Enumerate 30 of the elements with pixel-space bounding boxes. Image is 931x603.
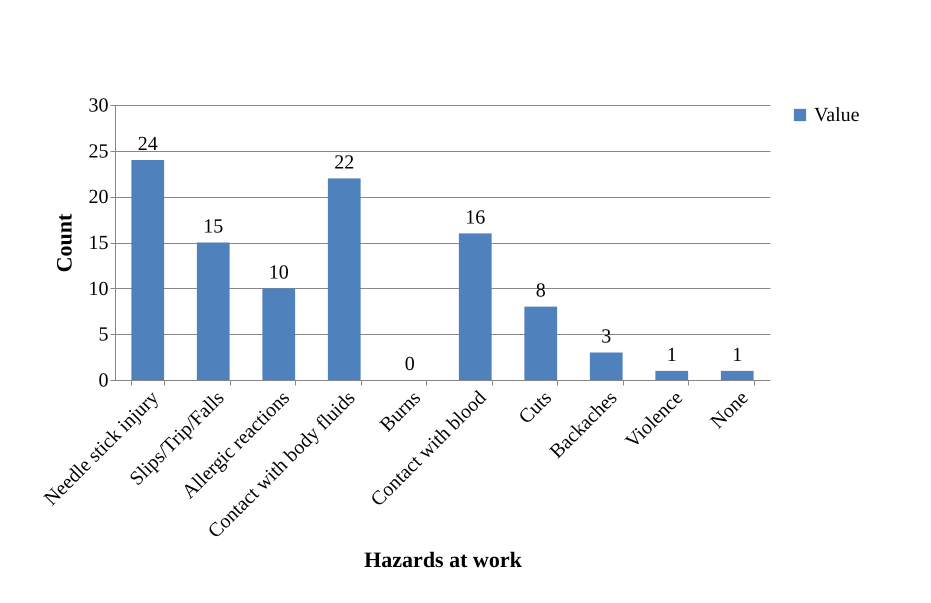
y-tick-label: 25 bbox=[88, 140, 108, 162]
bar bbox=[655, 370, 688, 380]
bar bbox=[328, 178, 361, 380]
bar bbox=[590, 352, 623, 380]
y-tick-label: 15 bbox=[88, 232, 108, 254]
data-label: 15 bbox=[203, 216, 224, 238]
y-tick-label: 10 bbox=[88, 278, 108, 300]
y-axis-title: Count bbox=[52, 212, 76, 272]
y-tick-label: 0 bbox=[98, 370, 108, 392]
x-axis-title: Hazards at work bbox=[364, 546, 523, 572]
data-label: 3 bbox=[601, 326, 612, 348]
bar bbox=[720, 370, 754, 380]
data-label: 24 bbox=[138, 133, 158, 155]
data-label: 0 bbox=[404, 353, 415, 375]
x-tick-label: Cuts bbox=[514, 386, 556, 428]
data-label: 10 bbox=[268, 261, 289, 284]
data-label: 1 bbox=[732, 344, 742, 366]
bar bbox=[262, 288, 296, 380]
bar bbox=[131, 160, 164, 380]
data-label: 16 bbox=[465, 206, 486, 228]
bar bbox=[524, 306, 558, 380]
legend-label: Value bbox=[814, 104, 860, 126]
bar bbox=[196, 242, 230, 380]
data-label: 8 bbox=[536, 280, 546, 302]
bar bbox=[458, 233, 492, 380]
y-tick-label: 5 bbox=[98, 324, 108, 346]
y-tick-label: 30 bbox=[88, 94, 108, 116]
data-label: 22 bbox=[334, 151, 354, 174]
y-tick-label: 20 bbox=[88, 186, 108, 208]
data-label: 1 bbox=[666, 344, 677, 366]
